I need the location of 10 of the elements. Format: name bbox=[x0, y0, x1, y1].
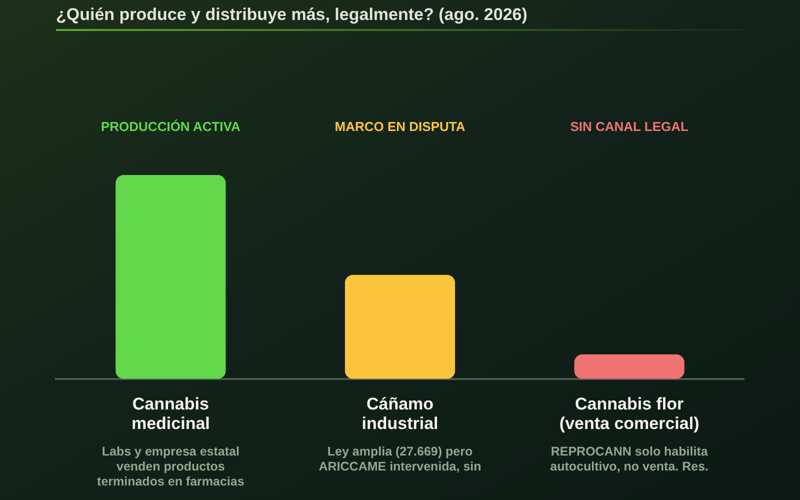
text: Labs y empresa estatal venden productos terminados en farmacias bbox=[97, 444, 244, 489]
text: MARCO EN DISPUTA bbox=[334, 119, 466, 134]
text: REPROCANN solo habilita autocultivo, no venta. Res. bbox=[550, 444, 709, 474]
chart-title: ¿Quién produce y distribuye más, legalmente? (ago. 2026) bbox=[56, 5, 528, 25]
text: Ley amplia (27.669) pero ARICCAME intervenida, sin bbox=[318, 444, 482, 474]
text: SIN CANAL LEGAL bbox=[570, 119, 688, 134]
x-tick-label: Cáñamo industrial bbox=[362, 394, 438, 433]
text: PRODUCCIÓN ACTIVA bbox=[100, 119, 241, 134]
x-tick-label: Cannabis flor (venta comercial) bbox=[559, 394, 700, 433]
x-tick-label: Cannabis medicinal bbox=[131, 394, 210, 433]
